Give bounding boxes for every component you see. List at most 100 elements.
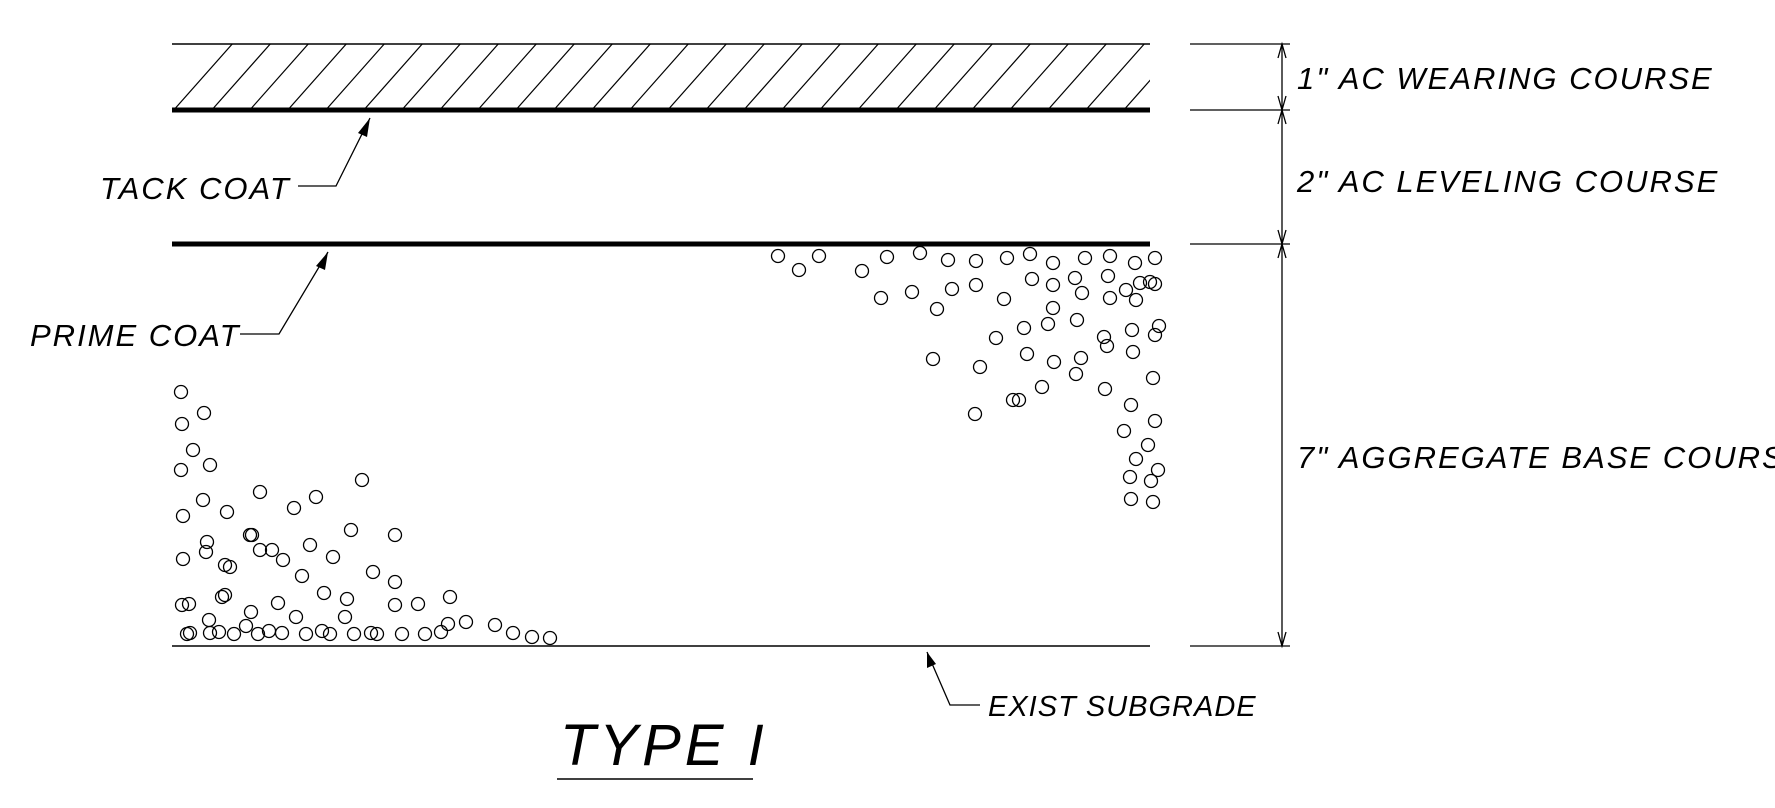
pebble [1145,370,1161,386]
arrowhead-base-top [1277,241,1287,259]
pebble [1128,292,1144,308]
hatch-line [476,44,538,110]
pebble [1011,392,1027,408]
arrowhead-wearing-top [1277,41,1287,59]
pebble [1123,491,1139,507]
arrowhead-leveling-top [1277,107,1287,125]
pebble [410,596,426,612]
pebble [505,625,521,641]
pebble [175,508,191,524]
hatch-line [590,44,652,110]
pebble [988,330,1004,346]
pebble [873,290,889,306]
hatch-line [172,44,234,110]
pebble [196,405,212,421]
pebble [1128,451,1144,467]
dimension-arrowheads [1277,41,1287,649]
pebble [912,245,928,261]
pebble [1096,329,1112,345]
prime-coat-label: PRIME COAT [30,318,241,353]
pebble [298,626,314,642]
pebble [238,618,254,634]
tack-coat-leader [298,117,371,187]
hatch-line [818,44,880,110]
pebble [181,596,197,612]
pebble [288,609,304,625]
subgrade-leader [926,651,980,706]
pebble [879,249,895,265]
pebble [294,568,310,584]
pebble [195,492,211,508]
pebble [542,630,558,646]
pebble [365,564,381,580]
hatch-line [628,44,690,110]
pebble [339,591,355,607]
pebble [996,291,1012,307]
hatch-line [856,44,918,110]
pebble [173,384,189,400]
hatch-line [666,44,728,110]
hatch-line [780,44,842,110]
prime-coat-leader [240,251,329,335]
hatch-line [932,44,994,110]
label-leveling-course: 2" AC LEVELING COURSE [1296,164,1719,199]
pebble [308,489,324,505]
pebble [242,527,258,543]
pebble [1040,316,1056,332]
pebble [243,604,259,620]
pebble [967,406,983,422]
title-text: TYPE I [560,713,768,778]
hatch-line [894,44,956,110]
pebble [252,542,268,558]
subgrade-arrowhead [927,652,936,668]
hatch-line [1084,44,1146,110]
pebble [1118,282,1134,298]
pebble [487,617,503,633]
hatch-line [1198,42,1260,112]
pebble [929,301,945,317]
pebble [1068,366,1084,382]
pebble [524,629,540,645]
hatch-line [362,44,424,110]
pebble [185,442,201,458]
pebble [211,624,227,640]
pebble [250,626,266,642]
pebble [174,416,190,432]
pebble [433,624,449,640]
tack-coat-callout: TACK COAT [100,117,371,206]
pebble [1045,300,1061,316]
arrowhead-base-bottom [1277,631,1287,649]
pebble [1097,381,1113,397]
hatch-line [1160,42,1222,112]
pebble [394,626,410,642]
pebble [214,589,230,605]
pebble [387,527,403,543]
pebble [1024,271,1040,287]
pebble [1145,494,1161,510]
pebble [1100,268,1116,284]
pebble [1045,255,1061,271]
pebble [1073,350,1089,366]
pebble [343,522,359,538]
pebble [1005,392,1021,408]
pebble [1147,327,1163,343]
pebble [1147,413,1163,429]
pebble [314,623,330,639]
hatch-line [1008,44,1070,110]
pebble [217,557,233,573]
pebble [944,281,960,297]
tack-coat-label: TACK COAT [100,171,291,206]
pebble [770,248,786,264]
pebble [346,626,362,642]
pebble [217,587,233,603]
pebble [1099,338,1115,354]
pebble [940,252,956,268]
dimension-lines [1190,43,1290,647]
pebble [811,248,827,264]
pebble [369,626,385,642]
pebble [286,500,302,516]
pebble [1102,290,1118,306]
pebble [1102,248,1118,264]
pebble [791,262,807,278]
pebble [1122,469,1138,485]
